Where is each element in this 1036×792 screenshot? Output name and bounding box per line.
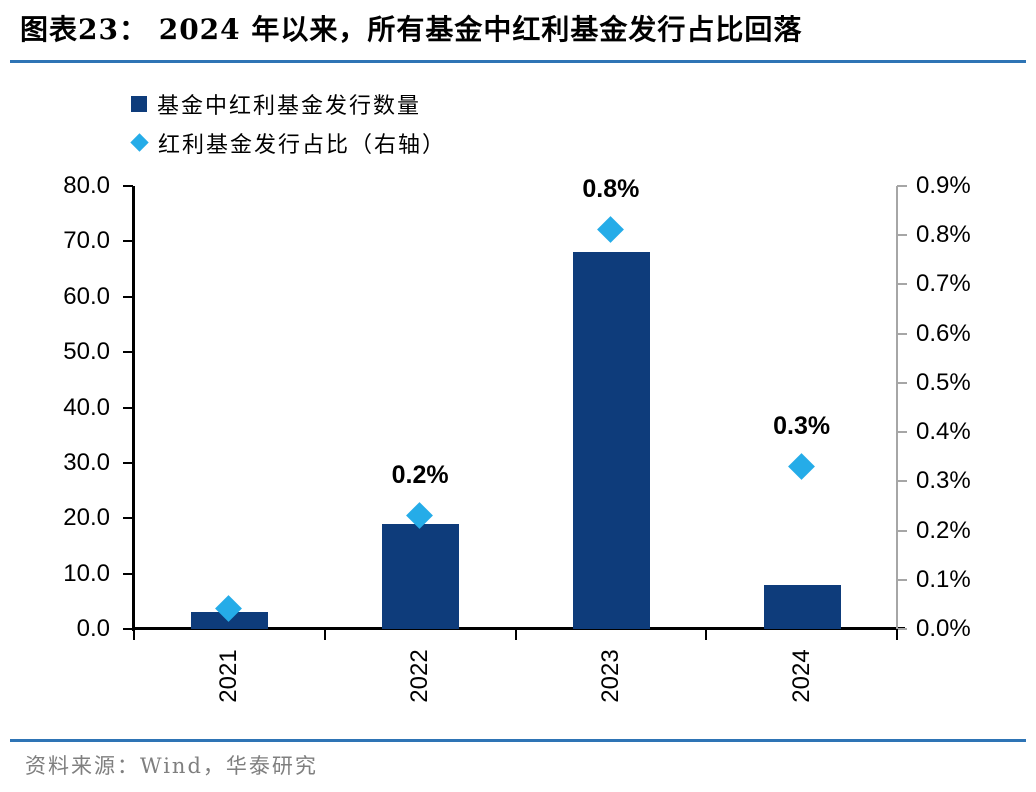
bar <box>382 523 460 629</box>
legend-label-bar-series: 基金中红利基金发行数量 <box>157 93 422 119</box>
right-axis-tick-label: 0.7% <box>916 270 971 298</box>
bar <box>572 252 650 629</box>
x-axis-category-label: 2021 <box>215 649 243 703</box>
left-axis-tick-label: 50.0 <box>63 338 110 366</box>
left-axis-tick <box>123 517 133 520</box>
right-axis-tick <box>897 431 907 434</box>
scatter-point <box>787 452 815 480</box>
right-axis-tick-label: 0.9% <box>916 172 971 199</box>
right-axis-tick-label: 0.4% <box>916 418 971 446</box>
right-axis-tick-label: 0.6% <box>916 319 971 347</box>
x-axis-tick <box>705 629 708 640</box>
right-axis-tick <box>897 529 907 532</box>
right-axis-tick <box>897 185 907 187</box>
left-axis-tick-label: 0.0 <box>76 615 110 642</box>
left-axis-tick <box>123 628 133 630</box>
footer-divider <box>10 739 1026 742</box>
right-axis-tick-label: 0.2% <box>916 516 971 544</box>
right-axis-tick-label: 0.8% <box>916 221 971 249</box>
bar <box>763 584 841 629</box>
x-axis-tick <box>133 629 135 640</box>
left-axis-line <box>132 186 135 631</box>
scatter-point <box>596 216 624 244</box>
left-axis-tick-label: 80.0 <box>63 172 110 199</box>
bar-series-marker-icon <box>131 95 147 112</box>
legend: 基金中红利基金发行数量 红利基金发行占比（右轴） <box>130 84 447 162</box>
right-axis-line <box>896 186 898 629</box>
right-axis-tick-label: 0.3% <box>916 467 971 495</box>
right-axis-tick-label: 0.1% <box>916 565 971 593</box>
right-axis-tick-label: 0.5% <box>916 368 971 396</box>
legend-label-scatter-series: 红利基金发行占比（右轴） <box>158 132 447 158</box>
right-axis-tick <box>897 332 907 335</box>
right-axis-tick <box>897 480 907 483</box>
x-axis-tick <box>896 629 898 640</box>
x-axis-category-label: 2022 <box>406 649 434 703</box>
x-axis-category-label: 2024 <box>787 649 815 703</box>
right-axis-tick <box>897 283 907 286</box>
chart-title: 图表23： 2024 年以来，所有基金中红利基金发行占比回落 <box>20 13 803 46</box>
left-axis-tick <box>123 406 133 409</box>
left-axis-tick <box>123 295 133 298</box>
right-axis-tick <box>897 628 907 630</box>
legend-item-bar-series: 基金中红利基金发行数量 <box>131 84 446 123</box>
right-axis-tick-label: 0.0% <box>916 615 971 642</box>
point-label: 0.2% <box>391 460 449 489</box>
right-axis-tick <box>897 234 907 237</box>
legend-item-scatter-series: 红利基金发行占比（右轴） <box>130 123 447 162</box>
left-axis-tick-label: 70.0 <box>63 227 110 255</box>
left-axis-tick-label: 40.0 <box>63 393 110 421</box>
bottom-axis-line <box>132 627 905 630</box>
left-axis-tick-label: 10.0 <box>63 559 110 587</box>
left-axis-tick <box>123 240 133 243</box>
left-axis-tick <box>123 572 133 575</box>
right-axis-tick <box>897 578 907 581</box>
x-axis-tick <box>323 629 326 640</box>
left-axis-tick-label: 60.0 <box>63 282 110 310</box>
bar <box>191 612 269 629</box>
title-underline <box>10 60 1026 63</box>
x-axis-category-label: 2023 <box>596 649 624 703</box>
left-axis-tick <box>123 351 133 354</box>
left-axis-tick-label: 30.0 <box>63 448 110 476</box>
left-axis-tick <box>123 461 133 464</box>
left-axis-tick <box>123 185 133 187</box>
point-label: 0.8% <box>582 175 640 204</box>
diamond-series-marker-icon <box>130 133 149 152</box>
right-axis-tick <box>897 381 907 384</box>
source-note: 资料来源：Wind，华泰研究 <box>25 754 318 778</box>
point-label: 0.3% <box>773 411 831 440</box>
left-axis-tick-label: 20.0 <box>63 504 110 532</box>
x-axis-tick <box>514 629 517 640</box>
